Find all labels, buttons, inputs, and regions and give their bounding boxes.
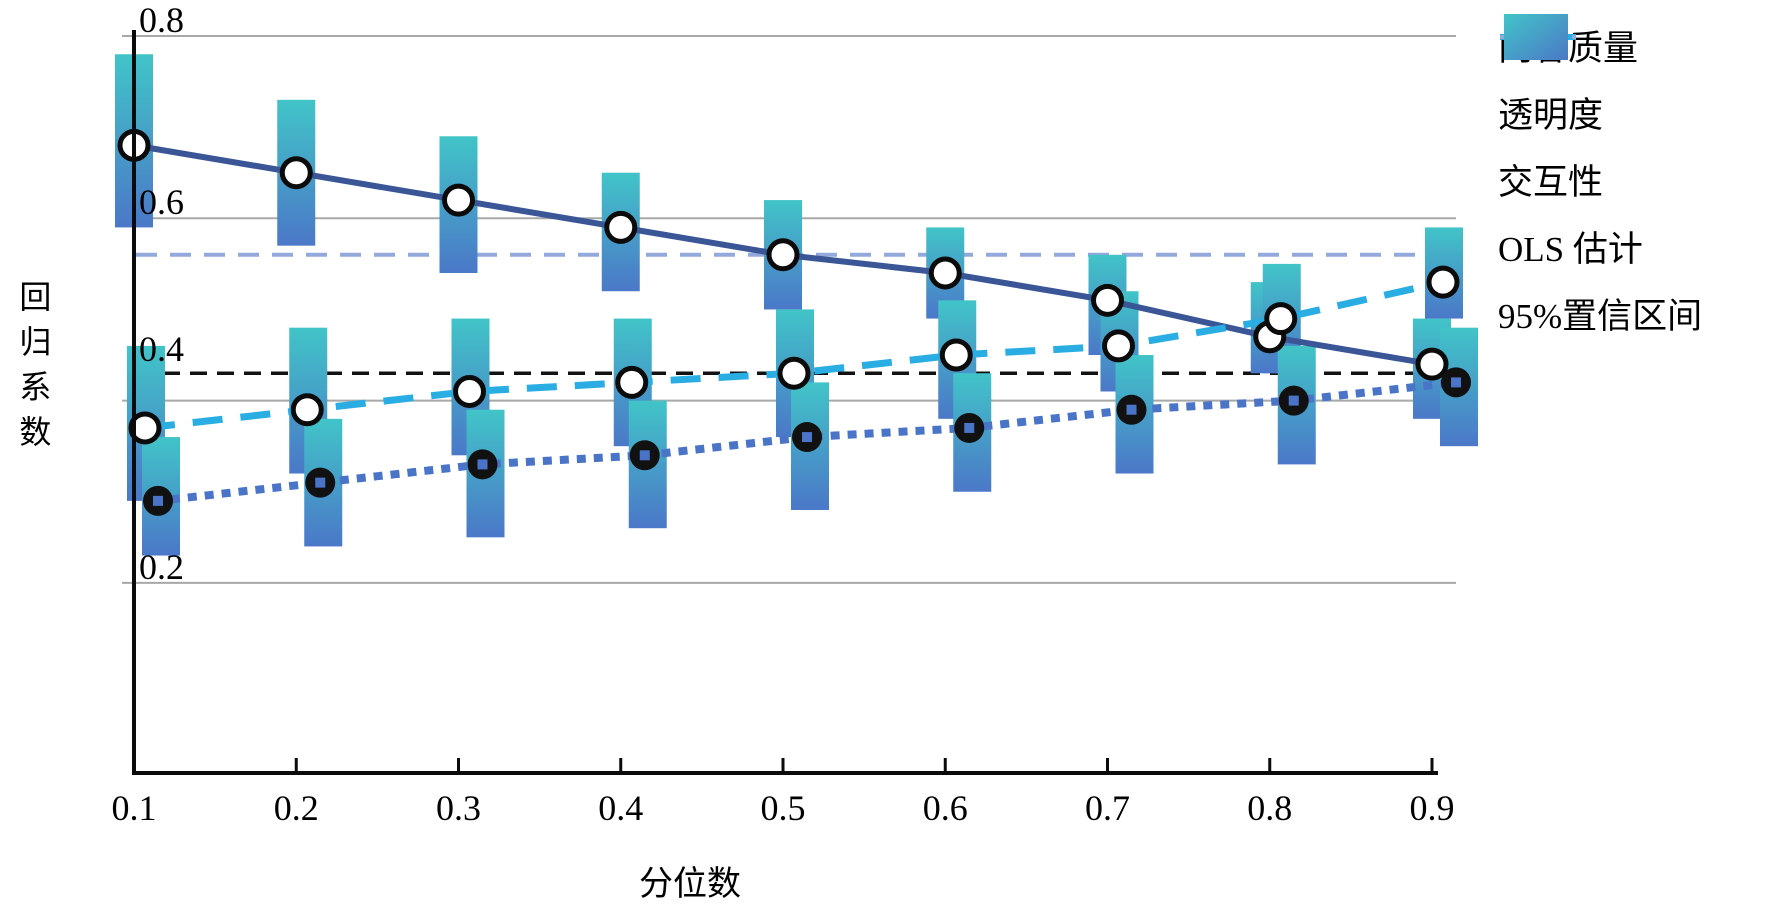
axes [132, 30, 1438, 775]
y-tick-label: 0.2 [139, 546, 184, 587]
data-point-marker-dot [964, 422, 975, 433]
data-point-marker [777, 356, 811, 390]
data-point-marker-dot [802, 432, 812, 443]
data-point-marker-dot [315, 477, 326, 488]
data-point-marker-dot [639, 450, 650, 461]
x-tick-label: 0.4 [598, 788, 644, 828]
legend-swatch-icon [1504, 14, 1568, 60]
x-tick-label: 0.3 [436, 788, 481, 828]
data-point-marker [1264, 302, 1298, 336]
data-point-marker [453, 374, 486, 408]
x-tick-label: 0.2 [273, 788, 319, 828]
data-point-marker [1426, 265, 1460, 299]
legend-label: 95%置信区间 [1498, 297, 1703, 336]
data-point-marker [766, 238, 800, 272]
legend-item: 交互性 [1498, 23, 1702, 213]
data-point-marker [442, 183, 475, 217]
data-point-marker [128, 411, 162, 445]
x-tick-label: 0.1 [111, 788, 157, 828]
legend-item: 95%置信区间 [1498, 14, 1703, 347]
data-point-marker [1102, 329, 1135, 363]
y-tick-label: 0.4 [139, 328, 184, 369]
x-tick-label: 0.8 [1247, 788, 1293, 828]
data-point-marker-dot [477, 459, 488, 470]
series-markers-transparency [128, 265, 1460, 445]
data-point-marker [1091, 283, 1124, 317]
data-point-marker [290, 393, 324, 427]
data-point-marker-dot [153, 495, 163, 506]
x-tick-label: 0.9 [1409, 788, 1455, 828]
legend-item: 透明度 [1498, 23, 1702, 146]
data-point-marker-dot [1126, 404, 1137, 415]
data-point-marker [939, 338, 973, 372]
legend-label: 交互性 [1498, 163, 1604, 202]
data-point-marker [615, 365, 649, 399]
x-tick-label: 0.6 [922, 788, 968, 828]
x-axis-title: 分位数 [639, 866, 741, 903]
legend-item: OLS 估计 [1498, 35, 1702, 280]
legend-ci-swatch [1504, 14, 1568, 60]
y-tick-label: 0.6 [139, 182, 184, 223]
data-point-marker [928, 256, 962, 290]
data-point-marker-dot [1288, 395, 1299, 406]
y-tick-label: 0.8 [139, 0, 184, 40]
legend-label: OLS 估计 [1498, 230, 1643, 269]
data-point-marker [279, 156, 313, 190]
data-point-marker [1415, 347, 1449, 381]
y-axis-title: 回归系数 [15, 280, 52, 460]
series-markers-interactivity [143, 367, 1471, 516]
series-line-interactivity [153, 377, 1461, 506]
data-point-marker-dot [1451, 377, 1461, 388]
data-point-marker [604, 210, 638, 244]
legend-label: 透明度 [1498, 96, 1604, 135]
legend: 内容质量 透明度 交互性 OLS 估计 95%置信区间 [1498, 12, 1702, 347]
x-tick-label: 0.7 [1085, 788, 1130, 828]
x-tick-label: 0.5 [760, 788, 806, 828]
